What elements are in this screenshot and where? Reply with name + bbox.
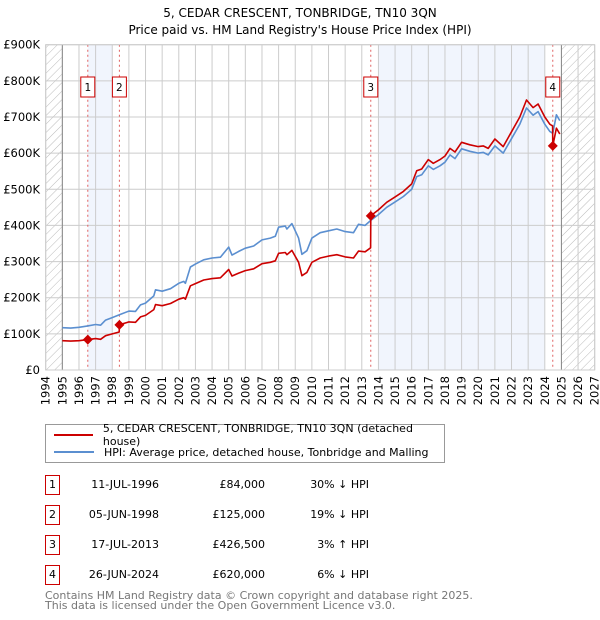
sale-number: 1	[45, 475, 60, 495]
sale-label-number: 2	[116, 82, 123, 94]
sale-hpi-diff: 19% ↓ HPI	[310, 508, 369, 521]
x-tick-label: 2009	[288, 376, 302, 405]
x-tick-label: 2006	[238, 376, 252, 405]
x-tick-label: 2004	[205, 376, 219, 405]
x-tick-label: 2008	[272, 376, 286, 405]
x-tick-label: 2000	[139, 376, 153, 405]
sale-price: £620,000	[212, 568, 266, 581]
x-tick-label: 1999	[122, 376, 136, 405]
sale-hpi-diff: 30% ↓ HPI	[310, 478, 369, 491]
y-tick-label: £600K	[3, 146, 40, 160]
sale-label-box	[545, 76, 561, 98]
y-tick-label: £300K	[3, 255, 40, 269]
x-tick-label: 2005	[222, 376, 236, 405]
table-row: 2 05-JUN-1998 £125,000 19% ↓ HPI	[45, 505, 385, 525]
sale-point	[365, 210, 376, 221]
x-tick-label: 2027	[588, 376, 600, 405]
sale-price: £426,500	[212, 538, 266, 551]
sale-date: 05-JUN-1998	[88, 508, 159, 521]
sale-point	[547, 140, 558, 151]
table-row: 3 17-JUL-2013 £426,500 3% ↑ HPI	[45, 535, 385, 555]
y-tick-label: £400K	[3, 218, 40, 232]
x-tick-label: 1998	[105, 376, 119, 405]
x-tick-label: 2017	[421, 376, 435, 405]
hatched-no-data-region	[45, 44, 63, 370]
x-tick-label: 2021	[488, 376, 502, 405]
x-tick-label: 2012	[338, 376, 352, 405]
x-tick-label: 2011	[322, 376, 336, 405]
sale-hpi-diff: 6% ↓ HPI	[317, 568, 369, 581]
footer-copyright: Contains HM Land Registry data © Crown c…	[45, 589, 473, 602]
x-tick-label: 1996	[72, 376, 86, 405]
x-tick-label: 2007	[255, 376, 269, 405]
sale-point	[114, 319, 125, 330]
y-tick-label: £200K	[3, 291, 40, 305]
x-tick-label: 1994	[39, 376, 53, 405]
legend: 5, CEDAR CRESCENT, TONBRIDGE, TN10 3QN (…	[45, 422, 445, 463]
x-tick-label: 2019	[455, 376, 469, 405]
x-tick-label: 2013	[355, 376, 369, 405]
y-tick-label: £0	[25, 363, 40, 377]
x-tick-label: 2022	[505, 376, 519, 405]
sale-number: 3	[45, 535, 60, 555]
chart-subtitle: Price paid vs. HM Land Registry's House …	[128, 23, 471, 37]
x-tick-label: 2002	[172, 376, 186, 405]
legend-red-line	[54, 434, 93, 436]
chart-title: 5, CEDAR CRESCENT, TONBRIDGE, TN10 3QN	[163, 6, 437, 20]
x-tick-label: 2026	[571, 376, 585, 405]
y-tick-label: £500K	[3, 182, 40, 196]
sale-label-number: 1	[84, 82, 91, 94]
x-tick-label: 2025	[554, 376, 568, 405]
sale-label-number: 3	[367, 82, 374, 94]
x-tick-label: 2015	[388, 376, 402, 405]
sale-label-box	[363, 76, 379, 98]
sale-price: £125,000	[212, 508, 266, 521]
sale-date: 11-JUL-1996	[91, 478, 159, 491]
x-tick-label: 2003	[188, 376, 202, 405]
sale-number: 2	[45, 505, 60, 525]
x-tick-label: 2020	[471, 376, 485, 405]
sale-label-number: 4	[549, 82, 556, 94]
legend-blue-line	[54, 451, 94, 453]
y-tick-label: £100K	[3, 327, 40, 341]
x-tick-label: 2016	[405, 376, 419, 405]
x-tick-label: 2018	[438, 376, 452, 405]
x-tick-label: 2010	[305, 376, 319, 405]
x-tick-label: 1997	[89, 376, 103, 405]
y-tick-label: £800K	[3, 74, 40, 88]
property-series-line	[62, 99, 561, 342]
x-tick-label: 2014	[371, 376, 385, 405]
x-tick-label: 1995	[55, 376, 69, 405]
sale-date: 17-JUL-2013	[91, 538, 159, 551]
footer-licence: This data is licensed under the Open Gov…	[45, 599, 396, 612]
sale-point	[82, 334, 93, 345]
legend-label-hpi: HPI: Average price, detached house, Tonb…	[104, 445, 429, 459]
y-tick-label: £900K	[3, 38, 40, 52]
price-chart: 5, CEDAR CRESCENT, TONBRIDGE, TN10 3QN P…	[3, 6, 600, 405]
legend-item-property: 5, CEDAR CRESCENT, TONBRIDGE, TN10 3QN (…	[54, 422, 444, 448]
legend-label-property: 5, CEDAR CRESCENT, TONBRIDGE, TN10 3QN (…	[102, 422, 413, 448]
x-tick-label: 2001	[155, 376, 169, 405]
sale-hpi-diff: 3% ↑ HPI	[317, 538, 369, 551]
sale-price: £84,000	[219, 478, 266, 491]
sale-date: 26-JUN-2024	[88, 568, 159, 581]
table-row: 1 11-JUL-1996 £84,000 30% ↓ HPI	[45, 475, 385, 495]
sale-label-box	[80, 76, 96, 98]
plot-border	[45, 44, 596, 371]
x-tick-label: 2023	[521, 376, 535, 405]
hpi-series-line	[62, 107, 561, 329]
table-row: 4 26-JUN-2024 £620,000 6% ↓ HPI	[45, 565, 385, 585]
legend-item-hpi: HPI: Average price, detached house, Tonb…	[54, 444, 429, 460]
shaded-period	[87, 44, 113, 370]
sale-label-box	[111, 76, 127, 98]
sale-number: 4	[45, 565, 60, 585]
x-tick-label: 2024	[538, 376, 552, 405]
y-tick-label: £700K	[3, 110, 40, 124]
